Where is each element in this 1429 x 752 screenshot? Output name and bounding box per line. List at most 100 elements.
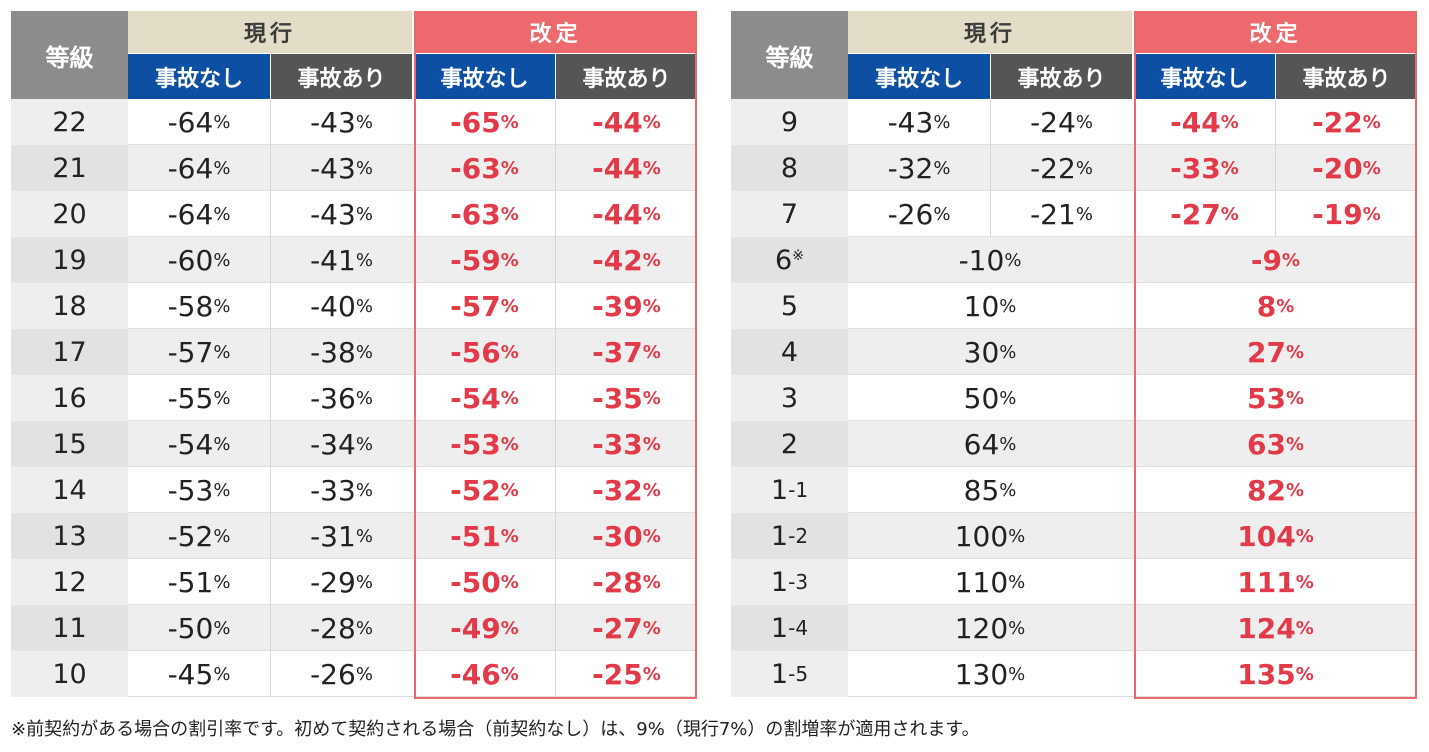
grade-number: 8 <box>780 152 799 184</box>
current-with-accident-header: 事故あり <box>271 54 412 99</box>
current-no-accident-cell: -53% <box>128 467 270 513</box>
row-divider <box>848 328 1417 329</box>
value-number: -32 <box>592 473 643 507</box>
row-divider <box>848 512 1417 513</box>
table-row: 22 -64% -43% -65% -44% <box>11 99 697 145</box>
current-no-accident-cell: -54% <box>128 421 270 467</box>
row-background <box>128 283 697 329</box>
current-no-accident-cell: -45% <box>128 651 270 697</box>
grade-cell: 14 <box>11 467 128 513</box>
grade-number: 4 <box>780 336 799 368</box>
row-divider <box>128 604 697 605</box>
value-number: -32 <box>887 151 934 185</box>
column-divider <box>555 99 556 145</box>
current-no-accident-cell: -64% <box>128 145 270 191</box>
column-divider <box>1275 191 1276 237</box>
current-with-accident-cell: -43% <box>271 145 412 191</box>
table-row: 1 -5 130% 135% <box>731 651 1417 697</box>
current-with-accident-cell: -29% <box>271 559 412 605</box>
table-row: 10 -45% -26% -46% -25% <box>11 651 697 697</box>
grade-cell: 1 -4 <box>731 605 848 651</box>
current-no-accident-cell: -55% <box>128 375 270 421</box>
percent-sign: % <box>500 295 519 317</box>
row-background <box>848 651 1417 697</box>
revised-no-accident-cell: -65% <box>414 99 555 145</box>
row-divider <box>128 328 697 329</box>
current-no-accident-cell: -64% <box>128 99 270 145</box>
row-divider <box>848 558 1417 559</box>
percent-sign: % <box>213 341 231 363</box>
value-number: -27 <box>1170 197 1221 231</box>
value-number: -21 <box>1030 197 1076 231</box>
revised-no-accident-cell: -44% <box>1134 99 1275 145</box>
row-divider <box>848 696 1417 697</box>
grade-number: 6 <box>775 244 793 276</box>
value-number: -51 <box>450 519 501 553</box>
percent-sign: % <box>500 157 519 179</box>
percent-sign: % <box>213 203 231 225</box>
row-divider <box>848 144 1417 145</box>
value-number: -38 <box>310 335 356 369</box>
row-background <box>128 237 697 283</box>
value-number: -43 <box>310 197 356 231</box>
table-row: 2 64% 63% <box>731 421 1417 467</box>
column-divider <box>555 237 556 283</box>
value-number: -40 <box>310 289 356 323</box>
percent-sign: % <box>1285 341 1304 363</box>
value-number: -22 <box>1312 105 1363 139</box>
current-with-accident-cell: -40% <box>271 283 412 329</box>
value-number: -64 <box>167 197 214 231</box>
value-number: -36 <box>310 381 356 415</box>
value-number: -63 <box>450 151 501 185</box>
grade-cell: 8 <box>731 145 848 191</box>
percent-sign: % <box>1362 203 1381 225</box>
value-number: -35 <box>592 381 643 415</box>
value-number: -44 <box>592 197 643 231</box>
grade-cell: 1 -2 <box>731 513 848 559</box>
percent-sign: % <box>1295 571 1314 593</box>
percent-sign: % <box>1008 617 1026 639</box>
value-number: -43 <box>310 105 356 139</box>
row-divider <box>128 558 697 559</box>
grade-number: 2 <box>780 428 799 460</box>
current-no-accident-cell: -64% <box>128 191 270 237</box>
value-number: -51 <box>167 565 214 599</box>
value-number: 100 <box>954 519 1009 553</box>
grade-number: 18 <box>52 290 87 322</box>
table-row: 16 -55% -36% -54% -35% <box>11 375 697 421</box>
percent-sign: % <box>642 571 661 593</box>
value-number: 30 <box>963 335 1000 369</box>
value-number: -22 <box>1030 151 1076 185</box>
revised-no-accident-cell: -33% <box>1134 145 1275 191</box>
row-background <box>128 375 697 421</box>
value-number: 110 <box>954 565 1009 599</box>
revised-no-accident-cell: -59% <box>414 237 555 283</box>
current-rate-cell: 110% <box>848 559 1132 605</box>
current-rate-cell: -10% <box>848 237 1132 283</box>
percent-sign: % <box>500 341 519 363</box>
grade-number: 11 <box>52 612 87 644</box>
column-divider <box>270 467 271 513</box>
value-number: -33 <box>592 427 643 461</box>
value-number: 27 <box>1246 335 1286 369</box>
row-divider <box>848 236 1417 237</box>
table-row: 8 -32% -22% -33% -20% <box>731 145 1417 191</box>
revised-header: 改定 <box>1134 11 1417 53</box>
percent-sign: % <box>999 295 1017 317</box>
grade-number: 1 <box>770 474 789 506</box>
column-divider <box>270 651 271 697</box>
value-number: 63 <box>1246 427 1286 461</box>
value-number: -52 <box>450 473 501 507</box>
percent-sign: % <box>1362 157 1381 179</box>
current-with-accident-cell: -38% <box>271 329 412 375</box>
percent-sign: % <box>1295 525 1314 547</box>
value-number: -29 <box>310 565 356 599</box>
current-with-accident-cell: -24% <box>991 99 1132 145</box>
grade-sub: -2 <box>788 524 809 548</box>
value-number: -52 <box>167 519 214 553</box>
grade-cell: 22 <box>11 99 128 145</box>
percent-sign: % <box>1075 157 1093 179</box>
revised-no-accident-cell: -50% <box>414 559 555 605</box>
column-divider <box>270 605 271 651</box>
table-row: 17 -57% -38% -56% -37% <box>11 329 697 375</box>
